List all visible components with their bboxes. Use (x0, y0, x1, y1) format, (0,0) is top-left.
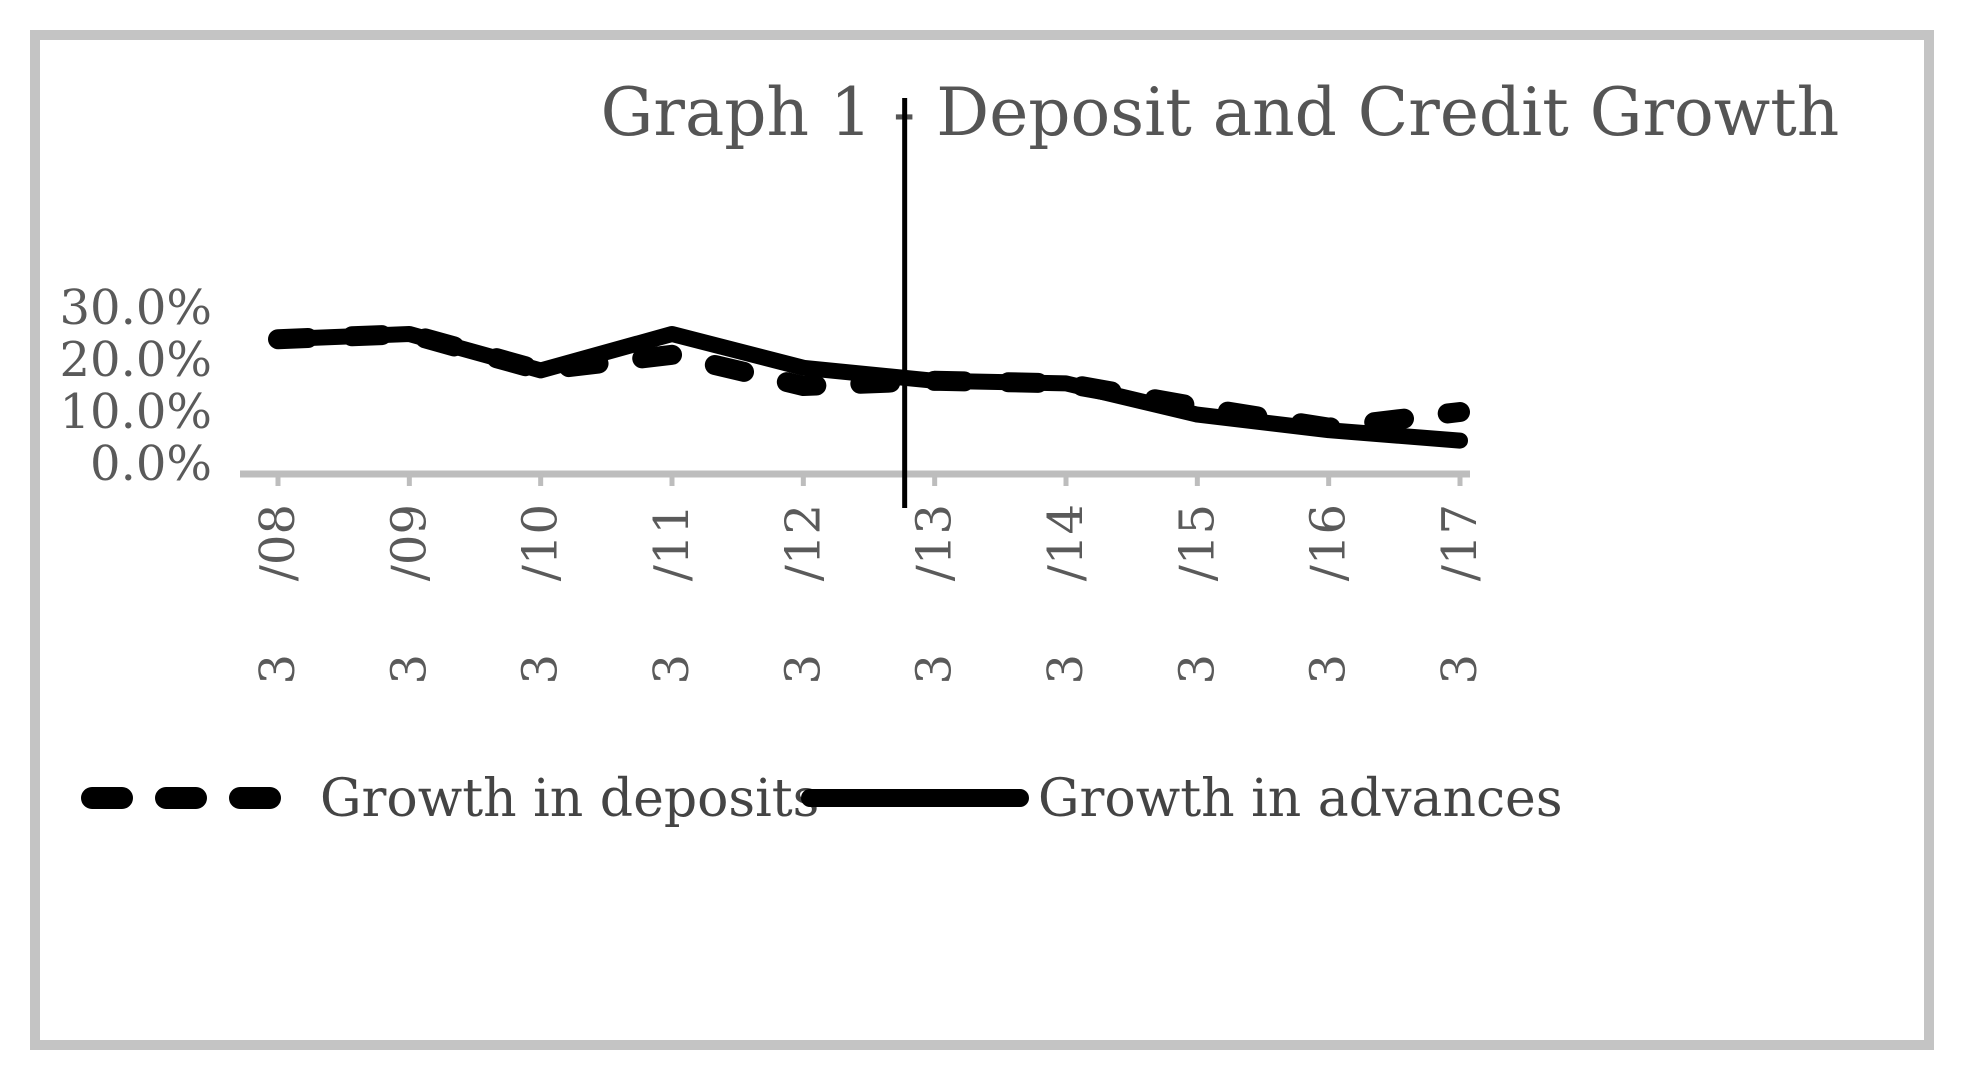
x-tick-label: /14 (1038, 504, 1094, 581)
x-tick-label: /15 (1169, 504, 1225, 581)
chart-canvas: Graph 1 - Deposit and Credit Growth 0.0%… (60, 74, 1840, 829)
x-tick-label: /11 (644, 504, 700, 581)
legend-label: Growth in advances (1038, 769, 1563, 829)
y-tick-label: 10.0% (60, 384, 212, 440)
chart-title: Graph 1 - Deposit and Credit Growth (601, 74, 1840, 151)
x-tick-label-prefix: 3 (907, 654, 963, 685)
x-tick-label: /10 (513, 504, 569, 581)
series-advances-line (270, 326, 1468, 449)
x-tick-label: /16 (1301, 504, 1357, 581)
x-tick-label-prefix: 3 (250, 654, 306, 685)
chart-frame: Graph 1 - Deposit and Credit Growth 0.0%… (30, 30, 1934, 1050)
y-tick-label: 30.0% (60, 280, 212, 336)
x-tick-label-prefix: 3 (644, 654, 700, 685)
x-tick-label: /17 (1432, 504, 1488, 581)
x-tick-label: /12 (775, 504, 831, 581)
x-tick-label-prefix: 3 (381, 654, 437, 685)
legend: Growth in deposits Growth in advances (81, 769, 1563, 829)
x-tick-label-prefix: 3 (775, 654, 831, 685)
x-tick-label: /08 (250, 504, 306, 581)
y-tick-label: 0.0% (90, 436, 212, 492)
x-tick-label: /09 (381, 504, 437, 581)
x-tick-label-prefix: 3 (1169, 654, 1225, 685)
x-tick-label-prefix: 3 (1301, 654, 1357, 685)
plot-area: 0.0%10.0%20.0%30.0% /08 3/09 3/10 3/11 3/12 3 /… (60, 98, 1488, 685)
x-tick-label-prefix: 3 (1432, 654, 1488, 685)
x-tick-label-prefix: 3 (513, 654, 569, 685)
x-tick-label: /13 (907, 504, 963, 581)
legend-label: Growth in deposits (320, 769, 819, 829)
x-tick-label-prefix: 3 (1038, 654, 1094, 685)
y-tick-label: 20.0% (60, 332, 212, 388)
